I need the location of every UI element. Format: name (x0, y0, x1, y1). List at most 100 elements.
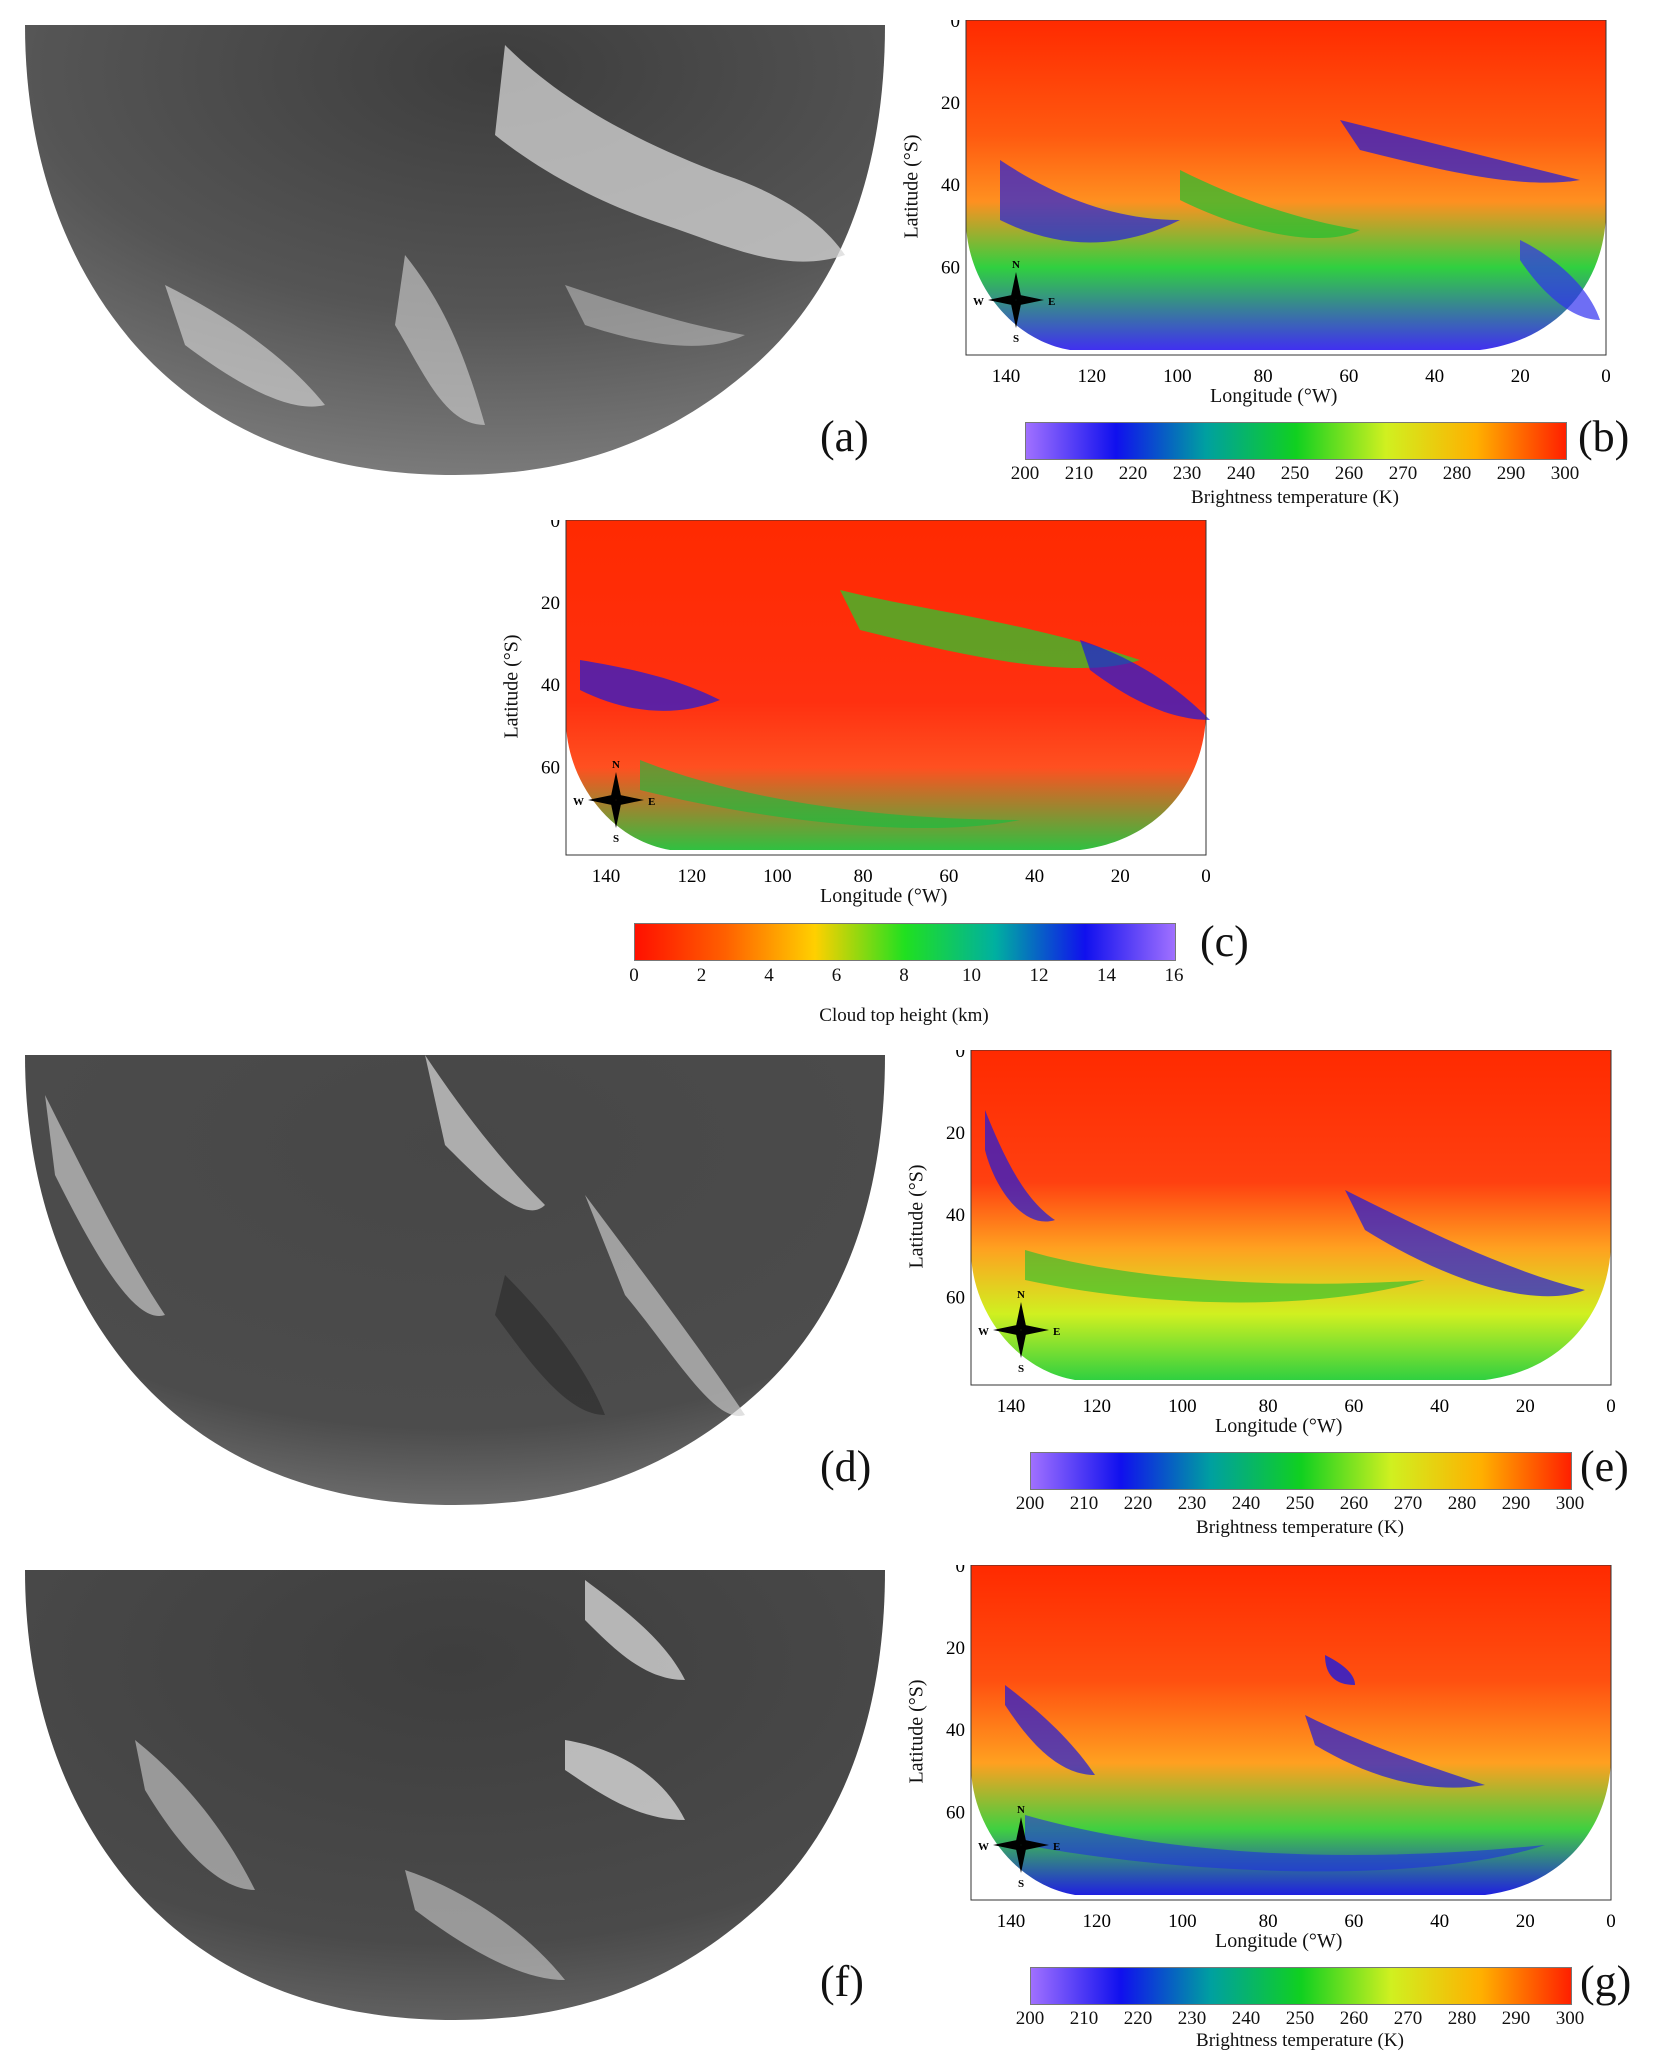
colorbar-tick-label: 270 (1393, 2008, 1423, 2029)
colorbar-tick-label: 290 (1496, 463, 1526, 484)
colorbar-tick-label: 12 (1029, 965, 1049, 986)
colorbar-tick-label: 230 (1177, 2008, 1207, 2029)
colorbar-tick-label: 260 (1339, 2008, 1369, 2029)
colorbar-tick-label: 280 (1447, 2008, 1477, 2029)
compass-letter-e: E (1048, 296, 1055, 308)
compass-letter-w: W (978, 1841, 989, 1853)
x-tick-label: 140 (997, 1911, 1026, 1932)
y-tick-label: 40 (941, 175, 960, 196)
x-tick-label: 140 (992, 366, 1021, 387)
x-tick-label: 100 (763, 866, 792, 887)
y-tick-label: 20 (946, 1638, 965, 1659)
x-tick-label: 100 (1168, 1911, 1197, 1932)
compass-rose-g: N S E W (978, 1804, 1060, 1890)
colorbar-ticks-b: 200 210 220 230 240 250 260 270 280 290 300 (1011, 463, 1580, 487)
panel-label-d: (d) (820, 1442, 872, 1491)
compass-letter-n: N (1017, 1289, 1025, 1301)
colorbar-tick-label: 2 (696, 965, 707, 986)
x-tick-label: 80 (1254, 366, 1273, 387)
y-tick-label: 20 (941, 93, 960, 114)
colorbar-tick-label: 300 (1555, 1493, 1585, 1514)
x-tick-label: 20 (1511, 366, 1530, 387)
x-tick-label: 40 (1025, 866, 1044, 887)
y-tick-label: 60 (946, 1287, 965, 1308)
x-tick-label: 60 (1339, 366, 1358, 387)
panel-label-e: (e) (1580, 1442, 1629, 1491)
y-tick-label: 40 (946, 1720, 965, 1741)
colorbar-tick-label: 280 (1447, 1493, 1477, 1514)
x-tick-label: 0 (1606, 1396, 1616, 1417)
colorbar-tick-label: 240 (1231, 1493, 1261, 1514)
x-tick-label: 40 (1425, 366, 1444, 387)
x-tick-label: 40 (1430, 1911, 1449, 1932)
x-tick-label: 0 (1606, 1911, 1616, 1932)
satellite-hemisphere-a (25, 25, 885, 475)
colorbar-tick-label: 0 (629, 965, 639, 986)
x-tick-label: 60 (1344, 1396, 1363, 1417)
colorbar-tick-label: 200 (1010, 463, 1040, 484)
y-tick-label: 0 (956, 1050, 966, 1062)
compass-letter-n: N (1012, 259, 1020, 271)
compass-letter-s: S (613, 833, 619, 845)
temperature-map-b: N S E W 140 120 100 80 60 40 20 0 0 20 40 60 (920, 11, 1640, 420)
x-tick-label: 100 (1168, 1396, 1197, 1417)
compass-letter-e: E (648, 796, 655, 808)
satellite-hemisphere-f (25, 1570, 885, 2020)
colorbar-title-e: Brightness temperature (K) (1196, 1517, 1404, 1538)
colorbar-tick-label: 10 (962, 965, 981, 986)
colorbar-tick-label: 240 (1226, 463, 1256, 484)
colorbar-ticks-c: 0 2 4 6 8 10 12 14 16 (629, 965, 1183, 989)
x-tick-label: 140 (592, 866, 621, 887)
compass-letter-n: N (612, 759, 620, 771)
colorbar-tick-label: 300 (1555, 2008, 1585, 2029)
x-tick-label: 0 (1601, 366, 1611, 387)
colorbar-tick-label: 210 (1069, 2008, 1099, 2029)
colorbar-tick-label: 220 (1123, 1493, 1153, 1514)
compass-letter-s: S (1018, 1878, 1024, 1890)
map-plot-e: N S E W 140 120 100 80 60 40 20 0 0 20 40 60 (946, 1041, 1616, 1417)
panel-label-g: (g) (1580, 1957, 1632, 2006)
y-tick-label: 60 (946, 1802, 965, 1823)
compass-rose-e: N S E W (978, 1289, 1060, 1375)
colorbar-tick-label: 16 (1164, 965, 1184, 986)
x-tick-label: 80 (1259, 1396, 1278, 1417)
y-tick-label: 20 (541, 593, 560, 614)
x-axis-title-b: Longitude (°W) (1210, 385, 1338, 407)
panel-label-b: (b) (1578, 412, 1630, 461)
satellite-image-f (25, 1570, 885, 2020)
map-plot-b: N S E W 140 120 100 80 60 40 20 0 0 20 40 60 (941, 11, 1611, 387)
compass-letter-e: E (1053, 1841, 1060, 1853)
colorbar-tick-label: 270 (1393, 1493, 1423, 1514)
x-axis-title-g: Longitude (°W) (1215, 1930, 1343, 1952)
compass-rose-c: N S E W (573, 759, 655, 845)
compass-rose-b: N S E W (973, 259, 1055, 345)
colorbar-tick-label: 290 (1501, 1493, 1531, 1514)
x-tick-label: 140 (997, 1396, 1026, 1417)
colorbar-temperature-b (1025, 422, 1567, 460)
colorbar-tick-label: 260 (1339, 1493, 1369, 1514)
panel-label-f: (f) (820, 1957, 864, 2006)
x-axis-title-c: Longitude (°W) (820, 885, 948, 907)
x-tick-label: 60 (939, 866, 958, 887)
y-axis-title-e: Latitude (°S) (905, 1164, 928, 1269)
x-tick-label: 120 (677, 866, 706, 887)
y-tick-label: 40 (946, 1205, 965, 1226)
colorbar-title-c: Cloud top height (km) (819, 1005, 989, 1026)
compass-letter-s: S (1018, 1363, 1024, 1375)
colorbar-title-b: Brightness temperature (K) (1191, 487, 1399, 508)
temperature-map-g: N S E W 140 120 100 80 60 40 20 0 0 20 40 60 (925, 1556, 1645, 1965)
colorbar-tick-label: 290 (1501, 2008, 1531, 2029)
colorbar-ticks-e: 200 210 220 230 240 250 260 270 280 290 300 (1016, 1493, 1585, 1517)
x-tick-label: 20 (1111, 866, 1130, 887)
colorbar-tick-label: 4 (764, 965, 774, 986)
colorbar-tick-label: 240 (1231, 2008, 1261, 2029)
y-tick-label: 0 (956, 1565, 966, 1577)
colorbar-tick-label: 220 (1118, 463, 1148, 484)
colorbar-title-g: Brightness temperature (K) (1196, 2030, 1404, 2051)
colorbar-tick-label: 210 (1064, 463, 1094, 484)
y-tick-label: 0 (551, 520, 561, 532)
colorbar-height-c (634, 923, 1176, 961)
panel-label-c: (c) (1200, 917, 1249, 966)
colorbar-tick-label: 6 (831, 965, 842, 986)
panel-label-a: (a) (820, 412, 869, 461)
